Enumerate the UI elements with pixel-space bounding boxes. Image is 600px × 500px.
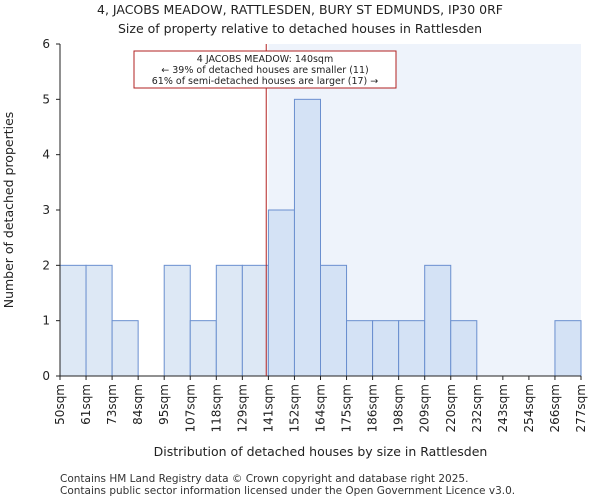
x-tick-label: 73sqm — [105, 384, 119, 425]
bar — [85, 264, 113, 377]
x-tick-label: 141sqm — [261, 384, 275, 432]
x-tick-label: 84sqm — [131, 384, 145, 425]
bar — [267, 209, 295, 377]
bar — [398, 320, 426, 377]
x-tick-label: 220sqm — [444, 384, 458, 432]
x-tick-label: 50sqm — [53, 384, 67, 425]
x-axis-label: Distribution of detached houses by size … — [154, 444, 488, 459]
y-tick-label: 6 — [42, 37, 50, 51]
x-tick-label: 198sqm — [392, 384, 406, 432]
x-tick-label: 164sqm — [314, 384, 328, 432]
y-tick-label: 3 — [42, 203, 50, 217]
x-tick-label: 266sqm — [548, 384, 562, 432]
annotation-line: ← 39% of detached houses are smaller (11… — [161, 65, 368, 76]
annotation-line: 4 JACOBS MEADOW: 140sqm — [197, 54, 333, 65]
bar — [189, 320, 217, 377]
x-tick-label: 277sqm — [574, 384, 588, 432]
bar — [554, 320, 582, 377]
bar — [111, 320, 139, 377]
y-tick-label: 0 — [42, 369, 50, 383]
x-tick-label: 209sqm — [418, 384, 432, 432]
annotation-line: 61% of semi-detached houses are larger (… — [152, 76, 379, 87]
annotation-box — [133, 50, 397, 89]
y-axis-label: Number of detached properties — [1, 112, 16, 309]
chart-title: 4, JACOBS MEADOW, RATTLESDEN, BURY ST ED… — [97, 2, 503, 17]
y-tick-label: 5 — [42, 92, 50, 106]
bar — [372, 320, 400, 377]
bar — [215, 264, 243, 377]
footer-copyright: Contains HM Land Registry data © Crown c… — [60, 473, 469, 485]
x-tick-label: 232sqm — [470, 384, 484, 432]
x-tick-label: 175sqm — [340, 384, 354, 432]
y-tick-label: 4 — [42, 148, 50, 162]
x-tick-label: 186sqm — [366, 384, 380, 432]
x-tick-label: 95sqm — [157, 384, 171, 425]
footer-licence: Contains public sector information licen… — [60, 485, 516, 497]
x-tick-label: 129sqm — [235, 384, 249, 432]
x-tick-label: 107sqm — [183, 384, 197, 432]
x-tick-label: 243sqm — [496, 384, 510, 432]
bar — [450, 320, 478, 377]
bar — [163, 264, 191, 377]
y-tick-label: 2 — [42, 258, 50, 272]
x-tick-label: 118sqm — [209, 384, 223, 432]
bar — [346, 320, 374, 377]
bar — [241, 264, 269, 377]
x-tick-label: 152sqm — [287, 384, 301, 432]
bar — [320, 264, 348, 377]
x-tick-label: 254sqm — [522, 384, 536, 432]
bar — [293, 98, 322, 377]
chart-subtitle: Size of property relative to detached ho… — [117, 21, 482, 36]
histogram-chart: 0 1 2 3 4 5 6 50sqm 61sqm 73sqm 84sqm 95sqm 107sqm 11… — [1, 37, 588, 459]
bar — [59, 264, 87, 377]
x-tick-label: 61sqm — [79, 384, 93, 425]
bar — [424, 264, 452, 377]
y-tick-label: 1 — [42, 314, 50, 328]
